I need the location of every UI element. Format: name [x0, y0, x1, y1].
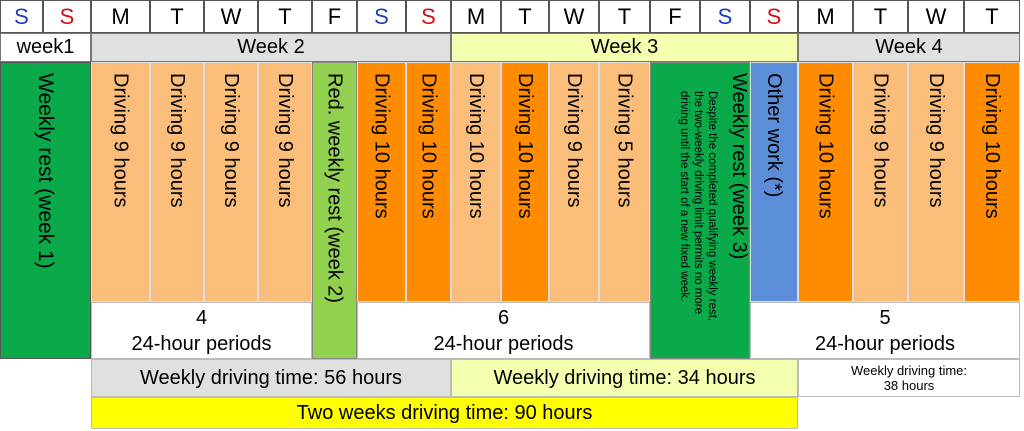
cell-label: Driving 5 hours [613, 73, 636, 208]
cell-label: Driving 9 hours [109, 73, 132, 208]
day-header: M [91, 0, 150, 33]
periods-box: 6 24-hour periods [357, 302, 650, 359]
day-header: S [406, 0, 451, 33]
week-label: week1 [0, 33, 91, 62]
day-header: T [501, 0, 549, 33]
periods-label: 24-hour periods [814, 332, 956, 355]
driving-cell: Driving 10 hours [357, 62, 406, 302]
day-header: T [853, 0, 908, 33]
cell-label: Driving 10 hours [370, 73, 393, 219]
cell-label: Driving 9 hours [166, 73, 188, 208]
driving-cell: Driving 5 hours [599, 62, 650, 302]
cell-label: Other work (*) [763, 73, 785, 198]
driving-cell: Driving 9 hours [908, 62, 964, 302]
week-label: Week 3 [451, 33, 798, 62]
day-header: W [204, 0, 258, 33]
periods-count: 5 [879, 306, 891, 329]
driving-cell: Driving 10 hours [501, 62, 549, 302]
driving-cell: Driving 9 hours [204, 62, 258, 302]
driving-cell: Driving 9 hours [150, 62, 204, 302]
periods-count: 6 [497, 306, 510, 329]
other-work-cell: Other work (*) [750, 62, 798, 302]
week-label: Week 2 [91, 33, 451, 62]
weekly-rest-cell: Weekly rest (week 3) Despite the complet… [650, 62, 750, 359]
periods-label: 24-hour periods [433, 332, 574, 355]
day-header: S [750, 0, 798, 33]
periods-label: 24-hour periods [131, 332, 272, 355]
day-header: T [964, 0, 1020, 33]
day-header: S [0, 0, 43, 33]
day-header: T [599, 0, 650, 33]
periods-box: 4 24-hour periods [91, 302, 312, 359]
day-header: M [798, 0, 853, 33]
driving-cell: Driving 10 hours [798, 62, 853, 302]
periods-count: 4 [195, 306, 208, 329]
weekly-driving-value: 38 hours [883, 378, 935, 393]
day-header: F [650, 0, 700, 33]
week-label: Week 4 [798, 33, 1020, 62]
day-header: T [150, 0, 204, 33]
cell-label: Driving 9 hours [274, 73, 296, 208]
driving-cell: Driving 9 hours [853, 62, 908, 302]
driving-cell: Driving 9 hours [91, 62, 150, 302]
cell-label: Driving 10 hours [514, 73, 536, 219]
driving-cell: Driving 10 hours [406, 62, 451, 302]
day-header: T [258, 0, 312, 33]
reduced-weekly-rest-cell: Red. weekly rest (week 2) [312, 62, 357, 359]
day-header: W [908, 0, 964, 33]
day-header: M [451, 0, 501, 33]
cell-label: Weekly rest (week 1) [34, 73, 57, 269]
day-header: S [700, 0, 750, 33]
day-header: S [43, 0, 91, 33]
cell-label: Weekly rest (week 3) [728, 73, 750, 260]
cell-label: Driving 9 hours [869, 73, 892, 208]
cell-label: Driving 10 hours [981, 73, 1003, 219]
weekly-driving-time: Weekly driving time: 34 hours [451, 359, 798, 397]
cell-label: Driving 9 hours [563, 73, 585, 208]
cell-label: Driving 9 hours [925, 73, 947, 208]
day-header: F [312, 0, 357, 33]
two-weeks-driving-time: Two weeks driving time: 90 hours [91, 397, 798, 429]
driving-cell: Driving 10 hours [451, 62, 501, 302]
driving-cell: Driving 10 hours [964, 62, 1020, 302]
weekly-driving-time: Weekly driving time: 56 hours [91, 359, 451, 397]
weekly-rest-cell: Weekly rest (week 1) [0, 62, 91, 359]
weekly-driving-time: Weekly driving time: 38 hours [798, 359, 1020, 397]
cell-label: Driving 10 hours [465, 73, 487, 219]
periods-box: 5 24-hour periods [750, 302, 1020, 359]
cell-label: Red. weekly rest (week 2) [323, 73, 346, 304]
driving-cell: Driving 9 hours [549, 62, 599, 302]
driving-cell: Driving 9 hours [258, 62, 312, 302]
cell-label: Driving 10 hours [814, 73, 837, 219]
rest-note: Despite the completed qualifying weekly … [678, 91, 718, 322]
cell-label: Driving 9 hours [220, 73, 242, 208]
day-header: S [357, 0, 406, 33]
day-header: W [549, 0, 599, 33]
cell-label: Driving 10 hours [417, 73, 440, 219]
weekly-driving-label: Weekly driving time: [850, 363, 968, 378]
